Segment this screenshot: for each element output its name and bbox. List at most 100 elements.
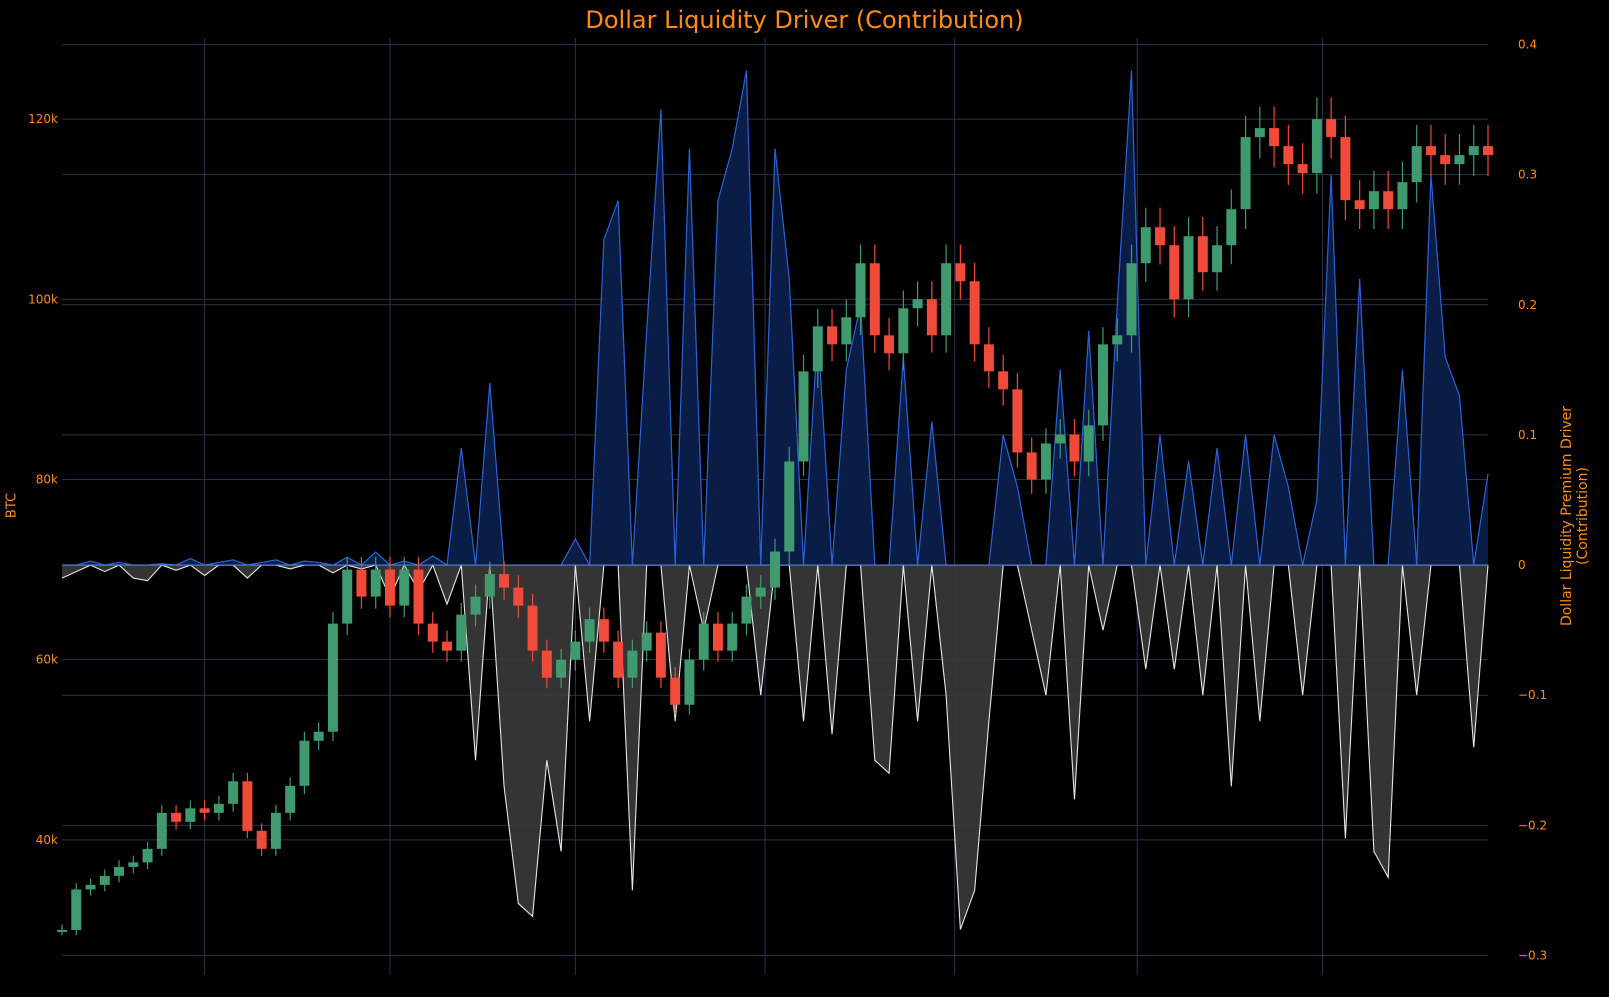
candle-body (342, 569, 353, 624)
candle-body (1197, 236, 1208, 273)
candle-body (413, 569, 424, 624)
right-tick-label: 0.1 (1518, 428, 1537, 442)
candle-body (71, 889, 82, 930)
candle-body (955, 263, 966, 282)
candle-body (1183, 236, 1194, 300)
candle-body (912, 299, 923, 309)
candle-body (598, 619, 609, 642)
candle-body (128, 862, 139, 867)
right-tick-label: −0.1 (1518, 688, 1547, 702)
candle-body (869, 263, 880, 336)
candle-body (784, 461, 795, 552)
left-tick-label: 120k (28, 112, 58, 126)
candle-body (1155, 227, 1166, 246)
candle-body (1311, 119, 1322, 174)
candle-body (442, 641, 453, 651)
candle-body (313, 731, 324, 741)
candle-body (470, 596, 481, 615)
candle-body (556, 659, 567, 678)
candle-body (1297, 164, 1308, 174)
candle-body (285, 785, 296, 813)
candle-body (1026, 452, 1037, 480)
candle-body (1283, 146, 1294, 165)
left-tick-label: 100k (28, 292, 58, 306)
candle-body (1326, 119, 1337, 138)
candle-body (998, 371, 1009, 390)
candle-body (299, 740, 310, 786)
candle-body (1069, 434, 1080, 462)
candle-body (655, 632, 666, 678)
candle-body (1226, 209, 1237, 246)
candle-body (85, 884, 96, 890)
candle-body (256, 830, 267, 849)
candle-body (499, 574, 510, 588)
candle-body (99, 875, 110, 885)
candle-body (641, 632, 652, 651)
candle-body (399, 569, 410, 606)
candle-body (741, 596, 752, 624)
candle-body (171, 812, 182, 822)
candle-body (1126, 263, 1137, 336)
candle-body (327, 623, 338, 732)
candle-body (898, 308, 909, 354)
candle-body (1483, 146, 1493, 156)
candle-body (1040, 443, 1051, 480)
candle-body (584, 619, 595, 642)
candle-body (156, 812, 167, 849)
candle-body (827, 326, 838, 345)
chart-title: Dollar Liquidity Driver (Contribution) (585, 6, 1024, 34)
candle-body (1368, 191, 1379, 210)
candle-body (1254, 128, 1265, 138)
candle-body (356, 569, 367, 597)
candle-body (527, 605, 538, 651)
candle-body (1425, 146, 1436, 156)
candle-body (213, 803, 224, 813)
candle-body (513, 587, 524, 606)
candle-body (1097, 344, 1108, 426)
candle-body (684, 659, 695, 705)
positive-contribution-fill (62, 70, 1488, 566)
right-tick-label: −0.2 (1518, 818, 1547, 832)
candle-body (770, 551, 780, 588)
candle-body (1340, 137, 1351, 201)
candle-body (370, 569, 381, 597)
candle-body (185, 808, 196, 822)
candle-body (427, 623, 438, 642)
candle-body (1354, 200, 1365, 210)
candle-body (456, 614, 467, 651)
candle-body (1240, 137, 1251, 210)
candle-body (841, 317, 852, 345)
candle-body (57, 929, 67, 932)
right-tick-label: 0 (1518, 558, 1526, 572)
negative-contribution-fill (62, 565, 1488, 930)
candle-body (812, 326, 823, 372)
candle-body (1440, 155, 1451, 165)
candle-body (698, 623, 709, 660)
candle-body (1383, 191, 1394, 210)
candle-body (798, 371, 809, 462)
candle-body (755, 587, 766, 597)
candle-body (142, 848, 153, 863)
right-tick-label: −0.3 (1518, 948, 1547, 962)
candle-body (1169, 245, 1180, 300)
candle-body (727, 623, 738, 651)
candle-body (855, 263, 866, 318)
right-tick-label: 0.3 (1518, 168, 1537, 182)
right-tick-label: 0.2 (1518, 298, 1537, 312)
candle-body (1269, 128, 1280, 147)
axes: 40k 60k 80k 100k 120k −0.3 −0.2 −0.1 0 0.1 0.2 0.3 0… (28, 38, 1547, 963)
candle-body (1140, 227, 1151, 264)
candle-body (969, 281, 980, 345)
candle-body (1411, 146, 1422, 183)
candle-body (983, 344, 994, 372)
positive-contribution-line (62, 70, 1489, 568)
candle-body (712, 623, 723, 651)
left-tick-label: 80k (36, 472, 58, 486)
btc-price-series (57, 97, 1493, 936)
candle-body (199, 808, 210, 813)
candle-body (484, 574, 495, 597)
candle-body (114, 866, 125, 876)
left-tick-label: 60k (36, 653, 58, 667)
candle-body (242, 781, 253, 831)
